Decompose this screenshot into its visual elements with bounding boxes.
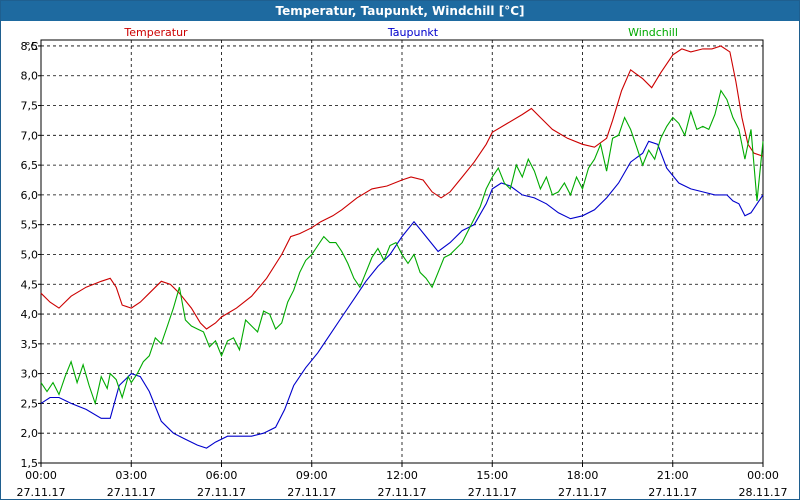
x-tick-date: 27.11.17 [648,486,697,499]
x-tick-time: 00:00 [747,469,779,482]
x-tick-time: 03:00 [115,469,147,482]
x-tick-date: 27.11.17 [17,486,66,499]
x-tick-time: 00:00 [25,469,57,482]
y-tick-label: 8,5 [21,40,39,53]
x-tick-date: 27.11.17 [468,486,517,499]
x-tick-date: 27.11.17 [558,486,607,499]
y-tick-label: 3,5 [21,338,39,351]
x-tick-time: 12:00 [386,469,418,482]
y-axis-unit: °C [25,40,39,53]
x-axis-ticks: 00:00 27.11.17 03:00 27.11.17 06:00 27.11.17 0… [17,469,788,499]
x-tick-date: 27.11.17 [197,486,246,499]
y-tick-label: 4,0 [21,308,39,321]
y-tick-label: 7,5 [21,100,39,113]
y-tick-label: 2,0 [21,427,39,440]
y-tick-label: 6,0 [21,189,39,202]
chart-title: Temperatur, Taupunkt, Windchill [°C] [1,1,799,21]
legend: Temperatur Taupunkt Windchill [123,26,678,39]
x-tick-date: 27.11.17 [378,486,427,499]
x-tick-date: 27.11.17 [287,486,336,499]
x-tick-date: 28.11.17 [739,486,788,499]
series-lines [40,45,764,449]
grid [41,40,763,464]
y-tick-label: 1,5 [21,457,39,470]
legend-item-taupunkt: Taupunkt [387,26,439,39]
axes [38,39,764,467]
y-tick-label: 8,0 [21,70,39,83]
y-tick-label: 3,0 [21,368,39,381]
y-axis-ticks: 1,5 2,0 2,5 3,0 3,5 4,0 4,5 5,0 5,5 6,0 6,5 7,0 7,5 8… [21,40,39,470]
series-line-temperatur [40,45,764,330]
y-tick-label: 5,0 [21,248,39,261]
x-tick-time: 18:00 [567,469,599,482]
x-tick-time: 09:00 [296,469,328,482]
legend-item-windchill: Windchill [628,26,678,39]
y-tick-label: 5,5 [21,219,39,232]
x-tick-time: 06:00 [206,469,238,482]
x-tick-date: 27.11.17 [107,486,156,499]
x-tick-time: 15:00 [476,469,508,482]
series-line-windchill [40,89,764,406]
y-tick-label: 2,5 [21,397,39,410]
series-line-taupunkt [40,140,764,449]
x-tick-time: 21:00 [657,469,689,482]
y-tick-label: 6,5 [21,159,39,172]
y-tick-label: 7,0 [21,129,39,142]
legend-item-temperatur: Temperatur [123,26,188,39]
y-tick-label: 4,5 [21,278,39,291]
